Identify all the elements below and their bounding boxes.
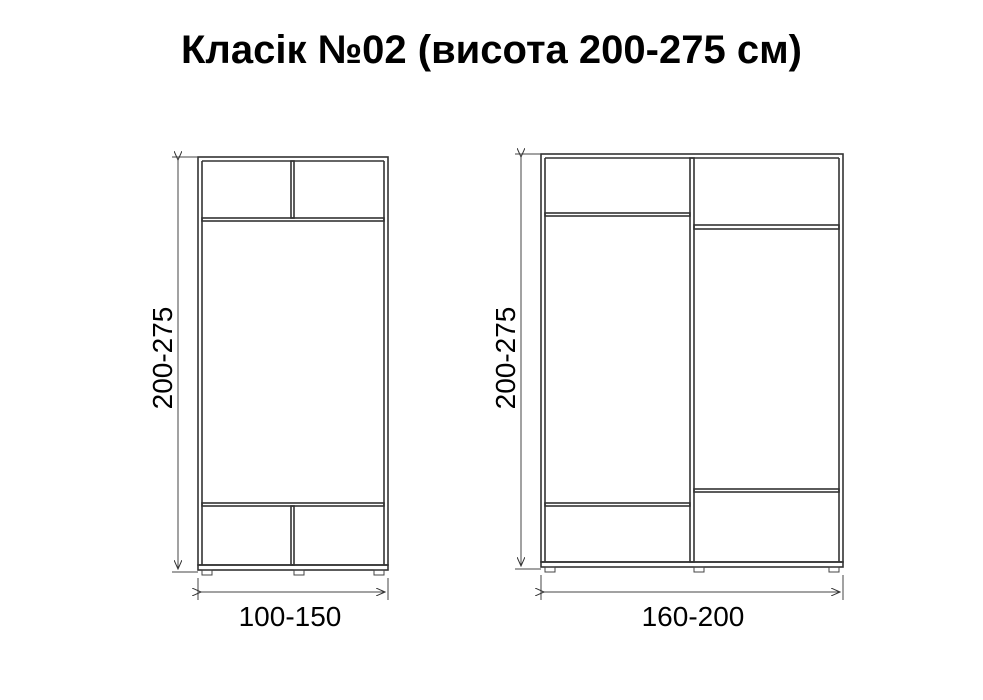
height-label: 200-275 [147,307,178,410]
width-label: 160-200 [642,601,745,632]
wardrobe-wide: 200-275 160-200 [490,154,844,632]
wardrobe-two-door: 200-275 100-150 [147,157,389,632]
height-label: 200-275 [490,307,521,410]
page-title: Класік №02 (висота 200-275 см) [181,28,802,72]
width-label: 100-150 [239,601,342,632]
